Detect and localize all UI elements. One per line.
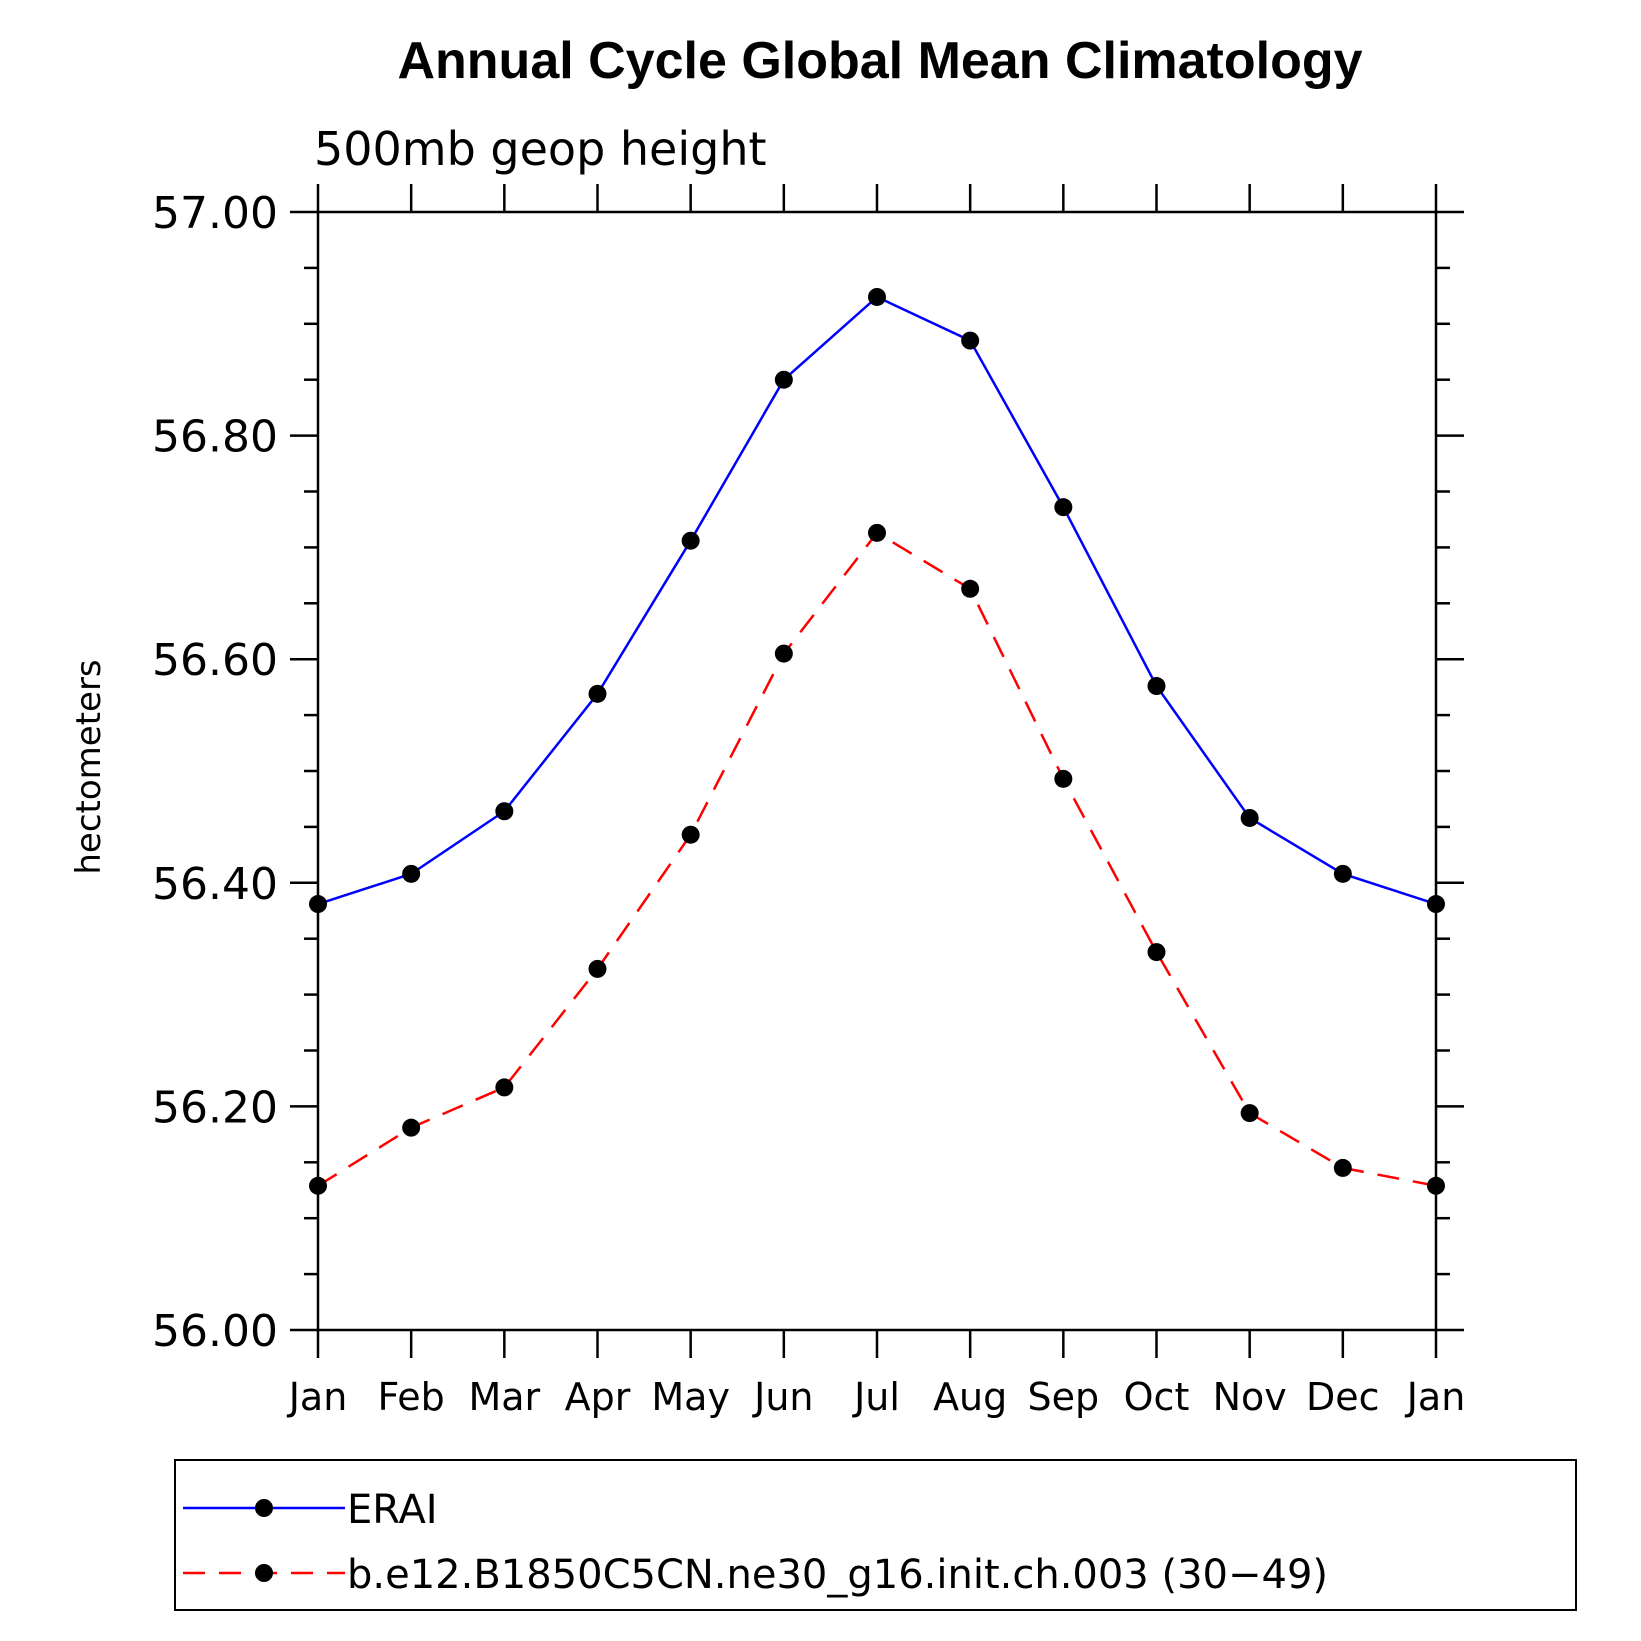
data-point bbox=[1054, 769, 1073, 788]
y-tick-label: 56.00 bbox=[152, 1306, 278, 1357]
data-point bbox=[1054, 498, 1073, 517]
data-point bbox=[868, 523, 886, 542]
data-point bbox=[309, 895, 327, 914]
data-point bbox=[681, 825, 700, 844]
data-point bbox=[1147, 677, 1166, 696]
data-point bbox=[774, 370, 793, 389]
data-point bbox=[1147, 943, 1166, 962]
series-2 bbox=[309, 523, 1445, 1195]
data-point bbox=[1427, 1176, 1445, 1195]
chart-subtitle: 500mb geop height bbox=[314, 122, 767, 176]
data-point bbox=[868, 287, 886, 306]
legend-item-2: b.e12.B1850C5CN.ne30_g16.init.ch.003 (30… bbox=[183, 1552, 1328, 1598]
chart-title: Annual Cycle Global Mean Climatology bbox=[397, 32, 1362, 90]
data-point bbox=[1333, 1158, 1352, 1177]
legend-marker bbox=[255, 1499, 273, 1517]
x-tick-label: Nov bbox=[1213, 1375, 1287, 1419]
legend-label: b.e12.B1850C5CN.ne30_g16.init.ch.003 (30… bbox=[347, 1552, 1328, 1598]
y-tick-label: 56.60 bbox=[152, 635, 278, 686]
x-tick-label: Oct bbox=[1124, 1375, 1190, 1419]
legend-label: ERAI bbox=[347, 1487, 438, 1533]
legend-item-1: ERAI bbox=[183, 1487, 438, 1533]
data-point bbox=[402, 1118, 421, 1137]
plot-frame bbox=[316, 210, 1438, 1332]
series-1 bbox=[309, 287, 1445, 914]
data-point bbox=[1240, 808, 1259, 827]
data-point bbox=[1333, 864, 1352, 883]
data-point bbox=[774, 644, 793, 663]
x-tick-label: Aug bbox=[933, 1375, 1007, 1419]
y-tick-label: 56.80 bbox=[152, 412, 278, 463]
x-tick-label: Apr bbox=[565, 1375, 631, 1419]
x-tick-labels: Jan Feb Mar Apr May Jun Jul Aug Sep Oct Nov Dec Jan bbox=[287, 1375, 1466, 1419]
x-tick-label: May bbox=[651, 1375, 730, 1419]
y-tick-label: 56.20 bbox=[152, 1082, 278, 1133]
legend-box bbox=[174, 1459, 1577, 1611]
data-point bbox=[1240, 1104, 1259, 1123]
x-tick-label: Jul bbox=[852, 1375, 900, 1419]
data-point bbox=[588, 684, 607, 703]
x-tick-label: Sep bbox=[1028, 1375, 1100, 1419]
data-point bbox=[495, 802, 514, 821]
x-tick-label: Jan bbox=[287, 1375, 348, 1419]
data-point bbox=[588, 959, 607, 978]
data-point bbox=[961, 579, 980, 598]
legend-items: ERAI b.e12.B1850C5CN.ne30_g16.init.ch.003… bbox=[183, 1487, 1328, 1598]
x-tick-label: Jan bbox=[1405, 1375, 1466, 1419]
y-tick-label: 57.00 bbox=[152, 188, 278, 239]
y-tick-labels: 56.00 56.20 56.40 56.60 56.80 57.00 bbox=[152, 188, 278, 1357]
series-line bbox=[317, 531, 1437, 1188]
series-line bbox=[317, 295, 1437, 906]
data-point bbox=[1427, 895, 1445, 914]
x-tick-label: Mar bbox=[468, 1375, 540, 1419]
data-point bbox=[309, 1176, 327, 1195]
data-point bbox=[681, 531, 700, 550]
data-point bbox=[402, 864, 421, 883]
data-point bbox=[495, 1078, 514, 1097]
x-tick-label: Jun bbox=[752, 1375, 813, 1419]
y-axis-label: hectometers bbox=[69, 659, 109, 874]
x-tick-label: Dec bbox=[1306, 1375, 1380, 1419]
data-point bbox=[961, 331, 980, 350]
y-tick-label: 56.40 bbox=[152, 859, 278, 910]
legend-marker bbox=[255, 1564, 273, 1582]
axis-ticks bbox=[290, 184, 1464, 1358]
series-layer bbox=[309, 287, 1445, 1195]
legend: ERAI b.e12.B1850C5CN.ne30_g16.init.ch.003… bbox=[174, 1459, 1577, 1611]
x-tick-label: Feb bbox=[378, 1375, 445, 1419]
